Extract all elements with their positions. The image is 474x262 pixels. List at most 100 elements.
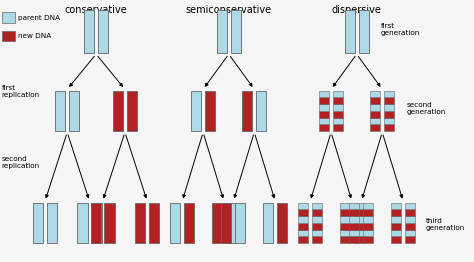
Bar <box>319 104 329 111</box>
Bar <box>55 91 65 131</box>
Bar <box>84 10 94 53</box>
Bar <box>319 124 329 131</box>
Bar <box>235 203 246 243</box>
Text: third
generation: third generation <box>426 219 465 231</box>
Bar <box>333 124 343 131</box>
Bar <box>384 124 394 131</box>
Bar <box>405 236 415 243</box>
Bar <box>349 223 359 230</box>
Bar <box>170 203 180 243</box>
Bar <box>354 216 364 223</box>
Text: first
replication: first replication <box>1 85 40 99</box>
Bar <box>277 203 287 243</box>
Text: conservative: conservative <box>65 5 128 15</box>
Bar <box>91 203 101 243</box>
Bar <box>1 31 15 41</box>
Bar <box>363 216 374 223</box>
Bar <box>217 10 227 53</box>
Bar <box>354 230 364 236</box>
Bar <box>370 97 381 104</box>
Bar <box>340 203 350 209</box>
Bar <box>184 203 194 243</box>
Bar <box>358 10 369 53</box>
Bar <box>312 209 322 216</box>
Bar <box>298 236 308 243</box>
Bar <box>405 223 415 230</box>
Bar <box>370 104 381 111</box>
Bar <box>384 111 394 118</box>
Bar <box>391 209 401 216</box>
Bar <box>263 203 273 243</box>
Text: parent DNA: parent DNA <box>18 15 61 21</box>
Bar <box>340 216 350 223</box>
Bar <box>370 118 381 124</box>
Bar <box>363 230 374 236</box>
Bar <box>104 203 115 243</box>
Bar <box>242 91 253 131</box>
Bar <box>149 203 159 243</box>
Bar <box>391 236 401 243</box>
Bar <box>135 203 146 243</box>
Bar <box>230 10 241 53</box>
Bar <box>205 91 215 131</box>
Text: dispersive: dispersive <box>332 5 382 15</box>
Bar <box>1 12 15 23</box>
Bar <box>354 223 364 230</box>
Bar <box>354 203 364 209</box>
Bar <box>212 203 222 243</box>
Bar <box>319 111 329 118</box>
Bar <box>333 104 343 111</box>
Bar <box>384 91 394 97</box>
Bar <box>77 203 88 243</box>
Bar <box>69 91 79 131</box>
Bar <box>363 209 374 216</box>
Bar <box>226 203 236 243</box>
Bar <box>312 230 322 236</box>
Bar <box>370 91 381 97</box>
Bar <box>319 97 329 104</box>
Bar <box>333 118 343 124</box>
Bar <box>384 97 394 104</box>
Bar <box>33 203 43 243</box>
Bar <box>127 91 137 131</box>
Bar <box>333 97 343 104</box>
Bar <box>405 216 415 223</box>
Bar <box>340 230 350 236</box>
Bar <box>363 223 374 230</box>
Bar <box>312 216 322 223</box>
Bar <box>349 216 359 223</box>
Bar <box>363 236 374 243</box>
Bar <box>191 91 201 131</box>
Bar <box>298 203 308 209</box>
Text: second
generation: second generation <box>406 102 446 115</box>
Bar <box>340 223 350 230</box>
Bar <box>98 10 108 53</box>
Bar <box>349 236 359 243</box>
Bar <box>113 91 123 131</box>
Bar <box>384 104 394 111</box>
Bar <box>333 111 343 118</box>
Bar <box>349 203 359 209</box>
Bar <box>384 118 394 124</box>
Bar <box>319 91 329 97</box>
Bar <box>298 230 308 236</box>
Bar <box>340 209 350 216</box>
Bar <box>363 203 374 209</box>
Bar <box>370 111 381 118</box>
Bar <box>319 118 329 124</box>
Bar <box>47 203 57 243</box>
Bar <box>349 209 359 216</box>
Text: semiconservative: semiconservative <box>186 5 272 15</box>
Bar <box>391 223 401 230</box>
Text: second
replication: second replication <box>1 156 40 169</box>
Bar <box>349 230 359 236</box>
Bar <box>354 236 364 243</box>
Bar <box>298 223 308 230</box>
Bar <box>405 203 415 209</box>
Bar <box>312 203 322 209</box>
Bar <box>340 236 350 243</box>
Bar <box>298 216 308 223</box>
Bar <box>298 209 308 216</box>
Bar <box>333 91 343 97</box>
Bar <box>391 203 401 209</box>
